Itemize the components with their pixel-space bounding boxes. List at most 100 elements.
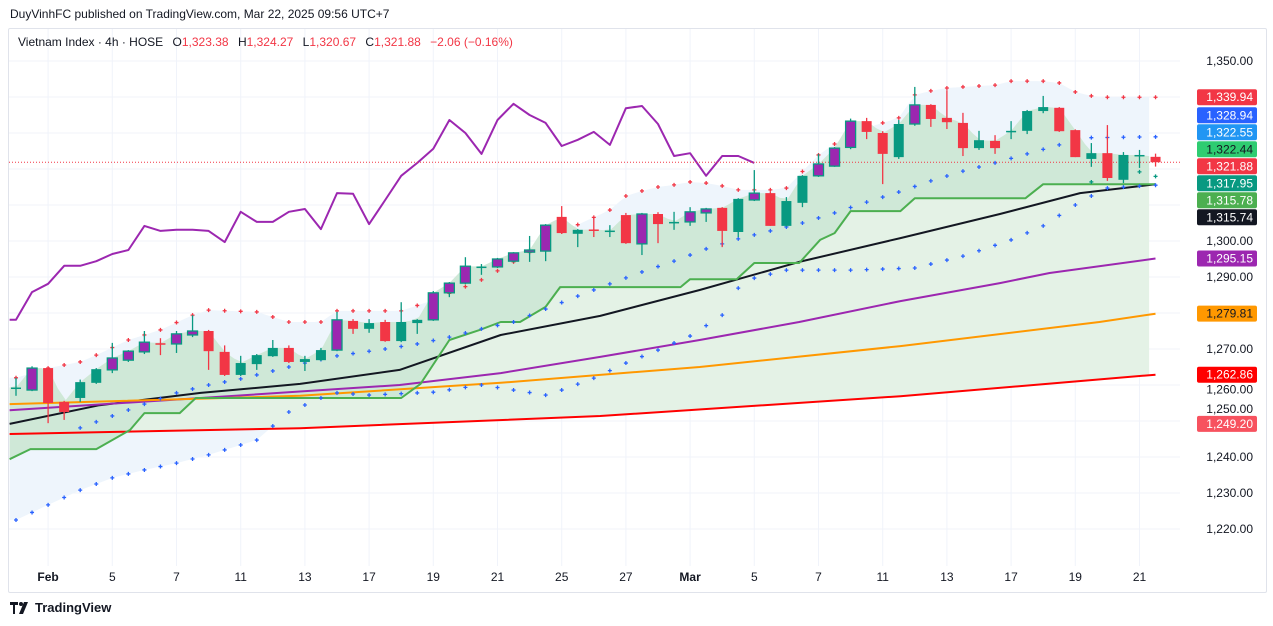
candle	[106, 342, 118, 374]
candle	[331, 311, 343, 352]
candle-body	[155, 343, 166, 345]
upper-dot	[1057, 80, 1062, 85]
upper-dot	[704, 181, 709, 186]
mid-dot	[270, 368, 275, 373]
lower-dot	[463, 385, 468, 390]
candle	[717, 207, 728, 248]
price-label-bg	[1197, 250, 1257, 267]
change-value: −2.06 (−0.16%)	[430, 35, 513, 49]
symbol-title[interactable]: Vietnam Index · 4h · HOSE	[18, 35, 164, 49]
candle	[427, 291, 439, 321]
mid-dot	[110, 413, 115, 418]
mid-dot	[896, 190, 901, 195]
low-value: 1,320.67	[309, 35, 357, 49]
candle	[877, 131, 888, 185]
candle-body	[1038, 107, 1049, 112]
candle	[219, 345, 230, 376]
upper-dot	[993, 83, 998, 88]
lower-dot	[864, 267, 869, 272]
price-label-bg	[1197, 192, 1257, 209]
candle	[828, 147, 841, 167]
lower-dot	[126, 471, 131, 476]
lower-dot	[1073, 203, 1078, 207]
candle	[925, 104, 936, 127]
lower-dot	[960, 254, 965, 259]
mid-dot	[864, 200, 869, 205]
candle	[1118, 152, 1129, 184]
upper-dot	[960, 84, 965, 89]
time-tick-label: 5	[109, 570, 116, 584]
lower-dot	[672, 341, 677, 346]
price-tick-label: 1,290.00	[1206, 270, 1253, 284]
price-label-badge: 1,322.44	[1197, 141, 1257, 158]
time-tick-label: 19	[427, 570, 441, 584]
candle	[491, 257, 504, 268]
mid-dot	[511, 320, 516, 324]
upper-dot	[383, 308, 388, 313]
time-tick-label: 25	[555, 570, 569, 584]
candle	[299, 355, 310, 371]
mid-dot	[158, 396, 163, 401]
candle	[267, 340, 278, 357]
price-tick-label: 1,230.00	[1206, 486, 1253, 500]
upper-dot	[1073, 89, 1078, 94]
candle-body	[412, 319, 423, 324]
price-label-text: 1,328.94	[1206, 108, 1253, 122]
candle-body	[476, 266, 487, 269]
lower-dot	[1105, 186, 1110, 191]
lower-dot	[367, 393, 372, 398]
mid-dot	[752, 232, 757, 237]
candle-body	[925, 104, 936, 119]
price-label-badge: 1,315.78	[1197, 192, 1257, 209]
candle	[540, 224, 552, 262]
candle-body	[861, 121, 872, 132]
mid-dot	[944, 174, 949, 179]
time-tick-label: Mar	[679, 570, 701, 584]
candle-body	[540, 224, 552, 252]
candle-body	[170, 333, 183, 345]
mid-dot	[768, 228, 773, 233]
lower-dot	[62, 495, 67, 500]
candle	[781, 197, 792, 227]
candle	[844, 118, 857, 150]
candle-body	[844, 120, 857, 149]
candle	[957, 112, 968, 157]
mid-dot	[1057, 142, 1062, 147]
mid-dot	[607, 281, 612, 286]
candle	[523, 235, 536, 262]
candle-body	[138, 341, 151, 353]
mid-dot	[623, 275, 628, 280]
candle	[588, 217, 599, 238]
time-tick-label: 27	[619, 570, 633, 584]
candle-body	[941, 117, 952, 123]
candle-body	[267, 347, 278, 357]
candle-body	[91, 369, 102, 383]
lower-dot	[1041, 223, 1046, 228]
lower-dot	[607, 368, 612, 373]
candle-body	[348, 320, 359, 329]
mid-dot	[495, 323, 500, 328]
price-label-bg	[1197, 141, 1257, 158]
upper-dot	[832, 141, 837, 146]
candle-body	[396, 322, 407, 342]
lower-dot	[1137, 184, 1142, 189]
candle	[1134, 149, 1145, 168]
candle	[43, 367, 54, 424]
lower-dot	[559, 388, 564, 393]
mid-dot	[383, 347, 388, 351]
candle-body	[604, 230, 615, 233]
candle	[315, 347, 326, 361]
mid-dot	[1009, 156, 1014, 161]
upper-dot	[1153, 95, 1158, 100]
brand-name: TradingView	[35, 600, 112, 615]
tradingview-brand[interactable]: TradingView	[10, 600, 111, 615]
candle	[797, 175, 808, 208]
price-label-badge: 1,249.20	[1197, 415, 1257, 432]
candle	[974, 130, 984, 150]
candle	[283, 345, 294, 364]
mid-dot	[816, 215, 821, 220]
candle	[765, 192, 776, 226]
candle-body	[75, 382, 86, 398]
lower-dot	[736, 286, 741, 291]
